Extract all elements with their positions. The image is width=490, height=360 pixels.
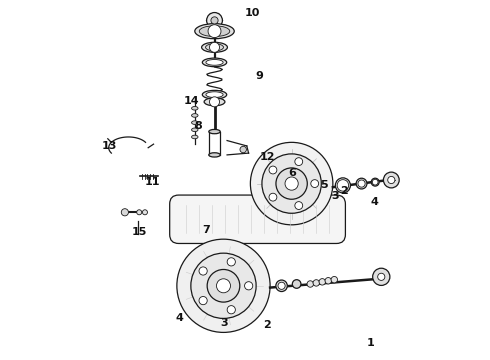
Circle shape (372, 179, 378, 185)
Ellipse shape (204, 98, 225, 106)
Circle shape (295, 202, 303, 210)
Ellipse shape (240, 146, 246, 153)
Ellipse shape (371, 178, 379, 186)
Ellipse shape (313, 280, 319, 286)
Circle shape (122, 209, 128, 216)
Circle shape (285, 177, 298, 190)
Text: 15: 15 (132, 227, 147, 237)
Ellipse shape (319, 279, 325, 285)
Text: 6: 6 (288, 168, 296, 178)
Ellipse shape (192, 128, 198, 132)
Circle shape (199, 297, 207, 305)
Ellipse shape (137, 210, 142, 215)
Circle shape (199, 267, 207, 275)
Circle shape (210, 42, 220, 52)
Text: 10: 10 (245, 8, 260, 18)
Circle shape (227, 306, 235, 314)
Ellipse shape (325, 278, 332, 284)
Text: 2: 2 (263, 320, 270, 330)
Text: 14: 14 (184, 96, 199, 106)
Ellipse shape (293, 280, 301, 288)
Ellipse shape (192, 121, 198, 125)
Text: 7: 7 (202, 225, 210, 235)
Circle shape (211, 17, 218, 24)
Ellipse shape (201, 42, 227, 52)
Circle shape (208, 25, 221, 38)
Circle shape (373, 268, 390, 285)
Circle shape (177, 239, 270, 332)
Circle shape (250, 142, 333, 225)
Ellipse shape (195, 24, 234, 39)
Ellipse shape (143, 210, 147, 215)
Text: 3: 3 (331, 191, 339, 201)
Ellipse shape (331, 276, 338, 283)
Circle shape (207, 13, 222, 28)
Circle shape (217, 279, 230, 293)
Text: 2: 2 (340, 186, 348, 196)
Text: 11: 11 (145, 177, 160, 187)
Circle shape (207, 270, 240, 302)
Text: 1: 1 (367, 338, 375, 348)
Circle shape (245, 282, 253, 290)
Text: 4: 4 (175, 313, 183, 323)
Ellipse shape (205, 44, 223, 51)
Circle shape (269, 193, 277, 201)
Ellipse shape (307, 281, 314, 287)
Ellipse shape (192, 135, 198, 139)
Ellipse shape (192, 114, 198, 117)
Ellipse shape (356, 178, 367, 189)
Circle shape (276, 168, 307, 199)
Text: 4: 4 (370, 197, 378, 207)
Ellipse shape (202, 90, 227, 99)
Text: 13: 13 (101, 141, 117, 151)
Ellipse shape (206, 92, 223, 98)
Ellipse shape (209, 153, 221, 157)
Circle shape (383, 172, 399, 188)
Text: 5: 5 (320, 180, 328, 190)
Circle shape (311, 180, 319, 188)
Circle shape (210, 97, 220, 107)
Text: 3: 3 (220, 319, 227, 328)
Text: 12: 12 (259, 152, 275, 162)
Ellipse shape (335, 178, 350, 193)
Circle shape (337, 180, 349, 191)
Text: 9: 9 (256, 71, 264, 81)
FancyBboxPatch shape (170, 195, 345, 243)
Circle shape (191, 253, 256, 319)
Circle shape (269, 166, 277, 174)
Ellipse shape (199, 26, 230, 37)
Ellipse shape (276, 280, 287, 292)
Ellipse shape (209, 130, 221, 134)
Text: 8: 8 (195, 121, 202, 131)
Circle shape (278, 282, 285, 289)
Circle shape (227, 258, 235, 266)
Circle shape (388, 176, 395, 184)
Ellipse shape (206, 59, 223, 65)
Circle shape (358, 180, 365, 187)
Circle shape (378, 273, 385, 280)
Ellipse shape (202, 58, 227, 67)
Ellipse shape (192, 107, 198, 110)
Circle shape (262, 154, 321, 213)
Circle shape (295, 158, 303, 166)
